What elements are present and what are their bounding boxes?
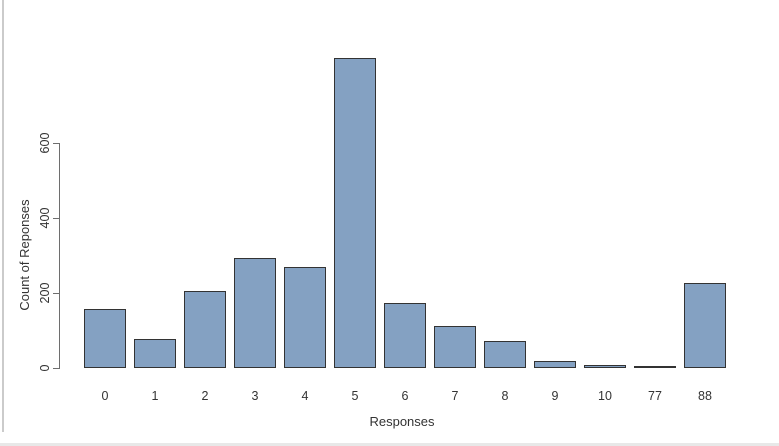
- x-tick-label: 5: [351, 389, 359, 403]
- bar-2: [184, 290, 226, 368]
- y-tick-label: 0: [38, 364, 52, 371]
- bar-10: [584, 364, 626, 368]
- x-tick-label: 77: [648, 389, 662, 403]
- bar-0: [84, 308, 126, 368]
- x-tick-label: 7: [451, 389, 459, 403]
- bar-77: [634, 365, 676, 368]
- x-tick-label: 0: [101, 389, 109, 403]
- bar-1: [134, 338, 176, 368]
- bar-88: [684, 282, 726, 368]
- x-tick-label: 4: [301, 389, 309, 403]
- pane-divider-bottom: [0, 443, 779, 446]
- y-tick: [53, 142, 59, 144]
- bar-8: [484, 340, 526, 368]
- y-tick-label: 200: [38, 282, 52, 303]
- y-tick: [53, 292, 59, 294]
- y-tick-label: 400: [38, 207, 52, 228]
- y-tick-label: 600: [38, 132, 52, 153]
- x-tick-label: 9: [551, 389, 559, 403]
- x-tick-label: 1: [151, 389, 159, 403]
- x-axis-title: Responses: [369, 414, 435, 429]
- y-axis-title: Count of Reponses: [17, 199, 32, 311]
- bar-3: [234, 257, 276, 368]
- bar-6: [384, 302, 426, 368]
- bar-7: [434, 325, 476, 368]
- bar-4: [284, 266, 326, 368]
- bar-9: [534, 360, 576, 368]
- x-tick-label: 8: [501, 389, 509, 403]
- x-tick-label: 88: [698, 389, 712, 403]
- y-tick: [53, 367, 59, 369]
- x-tick-label: 2: [201, 389, 209, 403]
- x-tick-label: 3: [251, 389, 259, 403]
- y-axis-line: [59, 142, 60, 369]
- pane-divider-left: [2, 0, 4, 432]
- y-tick: [53, 217, 59, 219]
- bar-5: [334, 57, 376, 368]
- x-tick-label: 10: [598, 389, 612, 403]
- x-tick-label: 6: [401, 389, 409, 403]
